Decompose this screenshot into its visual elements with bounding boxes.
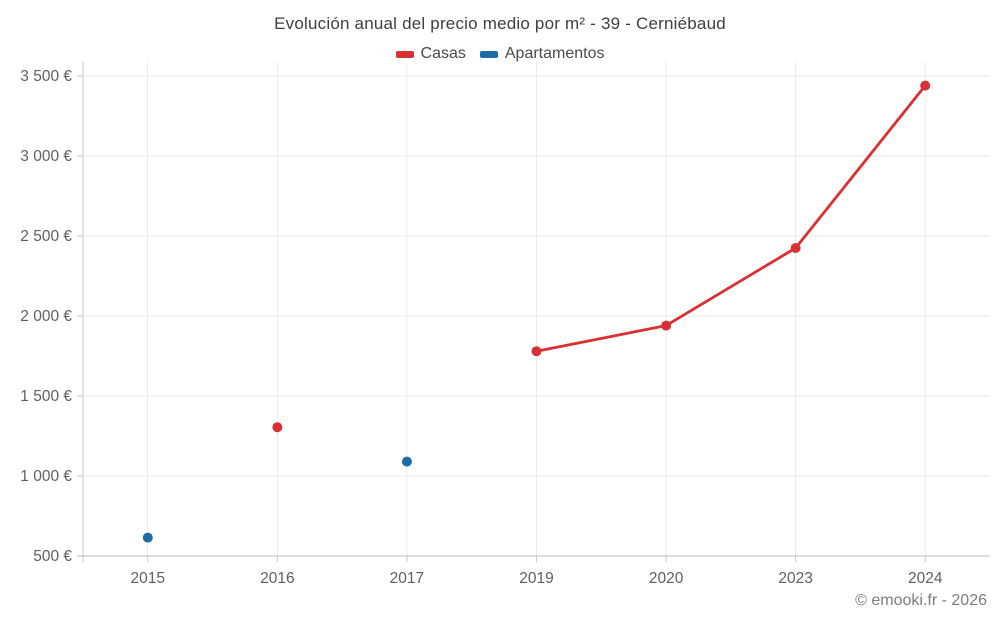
credit-text: © emooki.fr - 2026 [855,592,987,609]
series-line-casas [664,246,798,328]
x-tick-label: 2019 [519,570,553,587]
legend-swatch-casas [395,50,414,58]
y-tick-label: 1 000 € [20,468,72,485]
series-line-casas [794,84,927,250]
data-point-casas-2019[interactable] [531,346,542,357]
y-tick-label: 2 500 € [20,228,72,245]
y-tick-label: 1 500 € [20,388,72,405]
legend-label: Apartamentos [504,45,605,62]
x-tick-label: 2023 [778,570,812,587]
chart-title: Evolución anual del precio medio por m² … [274,14,726,33]
chart-legend: Casas Apartamentos [0,45,1000,63]
x-tick-label: 2016 [260,570,294,587]
y-tick-label: 3 500 € [20,68,72,85]
data-point-casas-2020[interactable] [661,320,672,331]
data-point-casas-2023[interactable] [790,243,801,253]
y-tick-label: 2 000 € [20,308,72,325]
legend-label: Casas [420,45,466,62]
x-tick-label: 2017 [390,570,424,587]
legend-item-casas[interactable]: Casas [395,45,466,63]
y-tick-label: 500 € [33,548,72,565]
data-point-apartamentos-2017[interactable] [401,456,412,467]
legend-item-apartamentos[interactable]: Apartamentos [479,45,605,63]
legend-swatch-apartamentos [479,50,498,58]
y-tick-label: 3 000 € [20,148,72,165]
series-line-casas [535,324,668,353]
data-point-casas-2016[interactable] [272,422,283,433]
x-tick-label: 2020 [649,570,684,587]
x-tick-label: 2024 [908,570,943,587]
data-point-apartamentos-2015[interactable] [142,532,153,543]
x-tick-label: 2015 [131,570,165,587]
data-point-casas-2024[interactable] [920,80,931,91]
